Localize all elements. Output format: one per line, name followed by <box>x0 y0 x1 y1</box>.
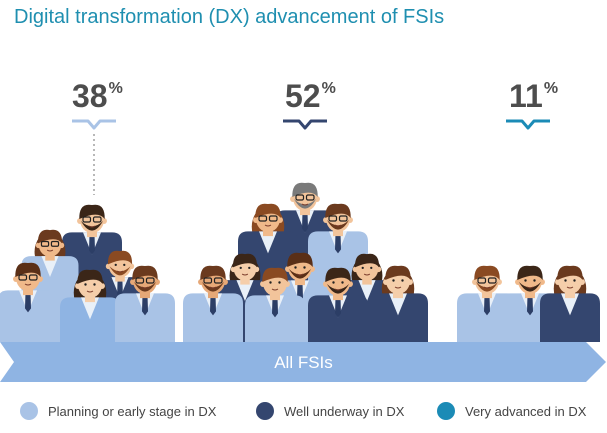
legend-dot-planning <box>20 402 38 420</box>
person-figure <box>0 262 58 342</box>
bracket-0 <box>72 119 116 130</box>
legend-label-underway: Well underway in DX <box>284 403 405 419</box>
person-figure <box>245 267 305 342</box>
all-fsis-arrow <box>0 342 606 382</box>
legend-item-underway: Well underway in DX <box>256 402 404 420</box>
all-fsis-label: All FSIs <box>274 353 333 372</box>
percent-sign-advanced: % <box>543 80 559 97</box>
chart-title: Digital transformation (DX) advancement … <box>14 6 445 28</box>
person-figure <box>540 265 600 342</box>
legend-dot-advanced <box>437 402 455 420</box>
person-figure <box>60 269 120 342</box>
person-figure <box>308 267 368 342</box>
value-label-planning: 38 <box>72 78 108 114</box>
value-label-underway: 52 <box>285 78 321 114</box>
bracket-1 <box>283 119 327 130</box>
legend-label-planning: Planning or early stage in DX <box>48 403 217 419</box>
legend-item-advanced: Very advanced in DX <box>437 402 586 420</box>
percent-sign-underway: % <box>321 80 336 97</box>
person-figure <box>115 265 175 342</box>
percent-label-planning: 38% <box>72 78 123 115</box>
percent-label-underway: 52% <box>285 78 336 115</box>
person-figure <box>183 265 243 342</box>
legend-label-advanced: Very advanced in DX <box>465 403 587 419</box>
all-fsis-arrow-shape <box>0 342 606 382</box>
percent-sign-planning: % <box>108 80 123 97</box>
bracket-2 <box>506 119 550 130</box>
person-figure <box>368 265 428 342</box>
legend-dot-underway <box>256 402 274 420</box>
value-label-advanced: 11 <box>509 78 543 114</box>
percent-label-advanced: 11% <box>509 78 558 115</box>
legend-item-planning: Planning or early stage in DX <box>20 402 216 420</box>
